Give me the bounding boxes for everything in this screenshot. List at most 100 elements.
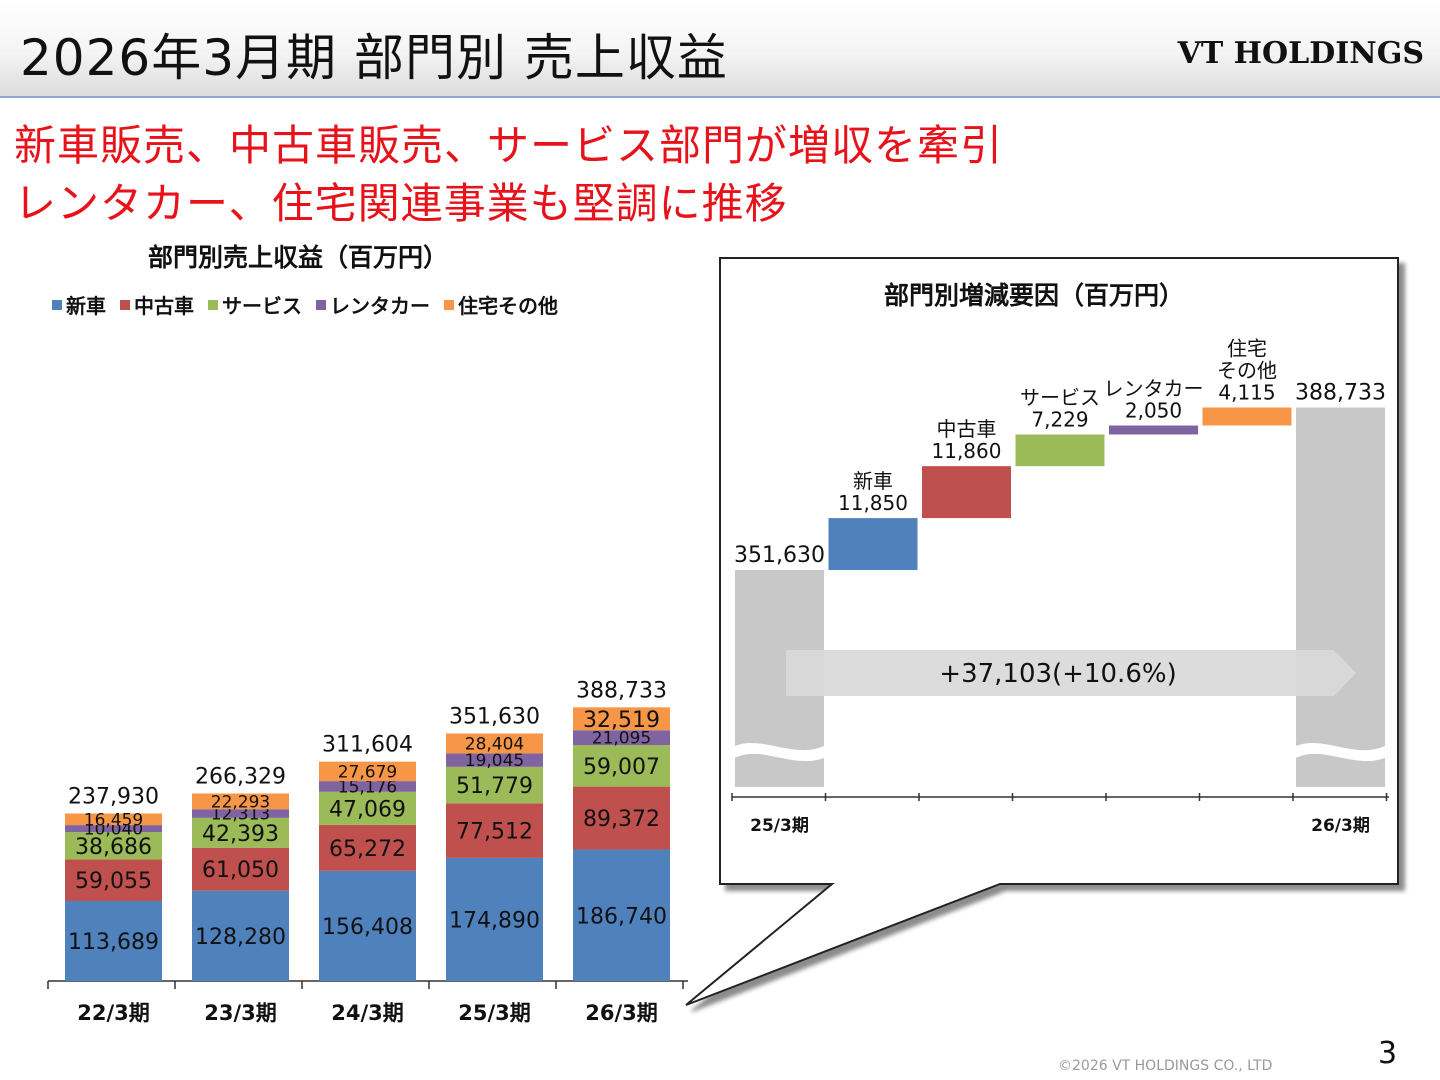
bar-segment [446,803,543,858]
bar-total-label: 311,604 [322,733,413,758]
page-number: 3 [1378,1036,1398,1071]
legend-label: 中古車 [134,294,194,318]
bar-value-label: 38,686 [75,835,152,860]
bar-segment [65,825,162,833]
bar-value-label: 22,293 [211,792,270,812]
axis-break-mark [1294,742,1387,762]
bar-segment [65,813,162,826]
end-value-label: 388,733 [1295,380,1386,405]
bar-segment [192,817,289,848]
header-bar: 2026年3月期 部門別 売上収益 VT HOLDINGS [0,0,1440,98]
bar-segment [573,707,670,731]
legend-swatch [208,299,218,310]
bar-value-label: 128,280 [195,925,286,950]
bar-value-label: 47,069 [329,797,406,822]
bar-segment [446,857,543,981]
step-value-label: 2,050 [1125,399,1182,423]
waterfall-step-bar [828,518,918,570]
legend-swatch [444,299,454,310]
copyright: ©2026 VT HOLDINGS CO., LTD [1058,1058,1273,1074]
bar-total-label: 351,630 [449,704,540,729]
waterfall-step-bar [1015,434,1105,467]
legend-item-used-car: 中古車 [120,290,194,319]
axis-break-mark [733,742,826,762]
legend-swatch [52,299,62,310]
waterfall-step-bar [922,466,1011,519]
bar-segment [192,890,289,981]
bar-segment [573,849,670,981]
legend-swatch [316,299,326,310]
end-category-label: 26/3期 [1311,816,1370,836]
headline-line-1: 新車販売、中古車販売、サービス部門が増収を牽引 [14,121,1004,170]
category-label: 22/3期 [77,1001,150,1025]
bar-value-label: 21,095 [592,729,651,749]
bar-value-label: 59,055 [75,869,152,894]
bar-value-label: 77,512 [456,820,533,845]
step-name-label: その他 [1217,358,1277,382]
growth-annotation: +37,103(+10.6%) [939,659,1176,689]
legend-item-service: サービス [208,290,302,319]
bar-value-label: 12,313 [211,805,270,825]
bar-value-label: 89,372 [583,807,660,832]
headline-line-2: レンタカー、住宅関連事業も堅調に推移 [14,179,788,228]
bar-segment [192,847,289,891]
bar-segment [65,832,162,860]
step-name-label: 中古車 [937,417,997,441]
bar-segment [446,753,543,767]
step-value-label: 11,860 [932,439,1002,463]
step-value-label: 4,115 [1218,380,1275,404]
category-label: 26/3期 [585,1001,658,1025]
legend-label: 住宅その他 [458,294,558,318]
waterfall-chart-title: 部門別増減要因（百万円） [884,281,1185,310]
bar-value-label: 16,459 [84,810,143,830]
bar-segment [319,791,416,825]
legend-item-rental-car: レンタカー [316,290,430,319]
bar-value-label: 32,519 [583,708,660,733]
bar-segment [192,809,289,818]
bar-segment [192,793,289,810]
bar-segment [446,733,543,754]
bar-value-label: 15,176 [338,777,397,797]
stacked-bar-chart: 113,68959,05538,68610,04016,459237,93022… [47,678,688,1025]
step-name-label: レンタカー [1104,377,1204,401]
bar-total-label: 237,930 [68,784,159,809]
chart-legend: 新車 中古車 サービス レンタカー 住宅その他 [52,290,558,319]
bar-value-label: 174,890 [449,908,540,933]
legend-label: サービス [222,294,302,318]
bar-total-label: 266,329 [195,765,286,790]
bar-value-label: 42,393 [202,822,279,847]
step-name-label: 新車 [853,469,893,493]
bar-segment [573,786,670,850]
bar-segment [319,824,416,871]
bar-segment [319,870,416,981]
step-value-label: 7,229 [1031,407,1088,431]
start-category-label: 25/3期 [750,816,809,836]
start-value-label: 351,630 [734,543,825,568]
bar-value-label: 113,689 [68,930,159,955]
bar-value-label: 186,740 [576,904,667,929]
bar-value-label: 65,272 [329,837,406,862]
growth-arrow [786,650,1356,696]
bar-value-label: 28,404 [465,734,524,754]
legend-item-new-car: 新車 [52,290,106,319]
bar-value-label: 19,045 [465,751,524,771]
bar-segment [573,745,670,787]
legend-label: レンタカー [330,294,430,318]
bar-segment [446,766,543,804]
bar-segment [319,781,416,792]
page-title: 2026年3月期 部門別 売上収益 [20,29,728,87]
step-name-label: サービス [1020,385,1100,409]
waterfall-step-bar [1202,407,1292,426]
category-label: 24/3期 [331,1001,404,1025]
bar-value-label: 59,007 [583,755,660,780]
bar-value-label: 27,679 [338,762,397,782]
bar-value-label: 156,408 [322,915,413,940]
category-label: 25/3期 [458,1001,531,1025]
category-label: 23/3期 [204,1001,277,1025]
waterfall-step-bar [1109,425,1198,435]
bar-value-label: 51,779 [456,774,533,799]
bar-total-label: 388,733 [576,678,667,703]
legend-item-housing-other: 住宅その他 [444,290,558,319]
